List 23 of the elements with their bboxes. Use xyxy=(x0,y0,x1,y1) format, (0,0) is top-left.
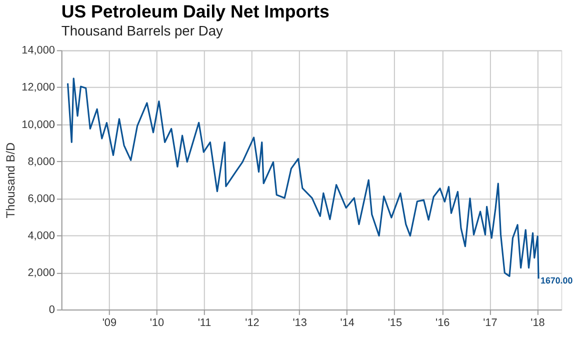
y-tick-label: 6,000 xyxy=(28,192,55,205)
x-tick-label: '09 xyxy=(102,316,117,329)
x-tick-label: '13 xyxy=(292,316,307,329)
y-tick-label: 0 xyxy=(48,304,55,316)
chart-title: US Petroleum Daily Net Imports xyxy=(61,2,330,22)
annotation: 1670.00 xyxy=(540,276,573,286)
chart-subtitle: Thousand Barrels per Day xyxy=(61,22,224,38)
x-tick-label: '12 xyxy=(245,316,260,329)
y-axis-title: Thousand B/D xyxy=(4,142,18,218)
y-tick-label: 12,000 xyxy=(22,82,55,94)
y-tick-label: 2,000 xyxy=(28,266,55,279)
y-tick-label: 14,000 xyxy=(22,44,55,57)
x-tick-label: '11 xyxy=(198,316,212,329)
y-tick-label: 10,000 xyxy=(22,118,55,131)
x-tick-label: '17 xyxy=(483,316,498,329)
x-tick-label: '10 xyxy=(150,316,164,329)
x-tick-label: '18 xyxy=(530,316,545,329)
x-tick-label: '14 xyxy=(340,316,354,329)
line-series xyxy=(66,78,540,280)
x-tick-label: '15 xyxy=(388,316,402,329)
x-tick-label: '16 xyxy=(436,316,450,329)
y-tick-label: 8,000 xyxy=(28,156,55,168)
y-tick-label: 4,000 xyxy=(28,230,55,242)
